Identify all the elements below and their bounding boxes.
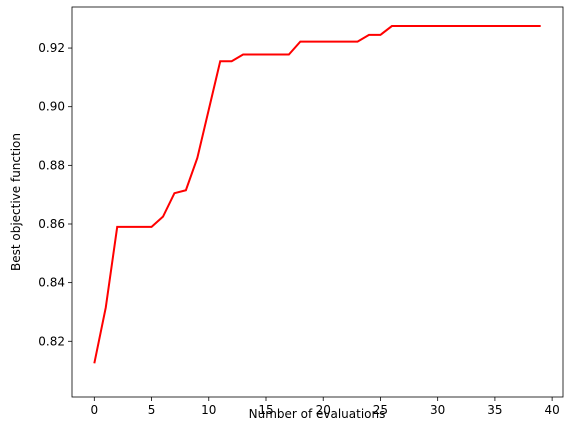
x-tick-label: 0 (90, 403, 98, 417)
y-tick-label: 0.82 (38, 334, 65, 348)
x-tick-label: 10 (201, 403, 216, 417)
plot-frame (71, 6, 564, 398)
line (93, 25, 541, 364)
y-tick-label: 0.88 (38, 158, 65, 172)
x-tick-label: 15 (258, 403, 273, 417)
y-tick-label: 0.86 (38, 217, 65, 231)
x-axis-label: Number of evaluations (249, 407, 386, 421)
x-tick-label: 25 (373, 403, 388, 417)
y-tick-label: 0.90 (38, 100, 65, 114)
x-tick-label: 40 (544, 403, 559, 417)
x-tick-label: 35 (487, 403, 502, 417)
x-tick-label: 5 (148, 403, 156, 417)
x-tick-label: 20 (316, 403, 331, 417)
y-tick-label: 0.92 (38, 41, 65, 55)
y-axis-label: Best objective function (9, 133, 23, 271)
x-tick-label: 30 (430, 403, 445, 417)
y-tick-label: 0.84 (38, 276, 65, 290)
